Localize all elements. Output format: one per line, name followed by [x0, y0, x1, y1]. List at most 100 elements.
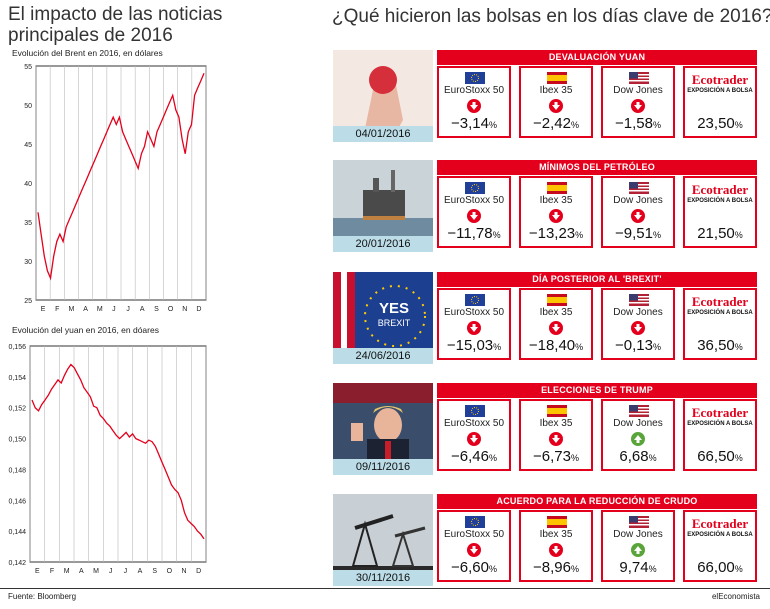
change-value: −18,40	[528, 337, 576, 354]
ecotrader-exposure: 66,50%	[685, 448, 755, 465]
index-label: Ibex 35	[539, 85, 573, 96]
month-tick-label: F	[55, 306, 59, 313]
event-card: 04/01/2016 DEVALUACIÓN YUAN EuroStoxx 50 −3…	[333, 50, 757, 142]
index-label: EuroStoxx 50	[443, 195, 505, 206]
percent-sign: %	[648, 453, 657, 463]
us-flag-icon	[629, 182, 649, 194]
exposure-value: 66,50	[697, 448, 735, 465]
change-value: −15,03	[446, 337, 494, 354]
event-date: 30/11/2016	[333, 570, 433, 586]
exposure-value: 23,50	[697, 115, 735, 132]
brand-name: elEconomista	[711, 592, 760, 601]
eu-flag-icon	[465, 72, 485, 84]
month-tick-label: O	[167, 568, 173, 575]
ecotrader-logo: Ecotrader	[691, 182, 749, 197]
change-value: −8,96	[533, 559, 571, 576]
euro-change: −15,03%	[439, 337, 509, 354]
dow-change: 6,68%	[603, 448, 673, 465]
arrow-down-icon	[631, 99, 645, 113]
y-tick-label: 40	[24, 181, 32, 188]
percent-sign: %	[734, 453, 743, 463]
percent-sign: %	[488, 564, 497, 574]
brent-chart: E F M A M J J A S O N D 55 50 45 40 35 30 25	[24, 64, 207, 313]
index-label: Ibex 35	[539, 529, 573, 540]
ecotrader-exposure: 66,00%	[685, 559, 755, 576]
spain-flag-icon	[547, 182, 567, 194]
dow-change: −0,13%	[603, 337, 673, 354]
arrow-down-icon	[549, 209, 563, 223]
eu-flag-icon	[465, 294, 485, 306]
y-tick-label: 0,142	[8, 560, 26, 567]
dow-cell: Dow Jones −9,51%	[601, 176, 675, 248]
ibex-change: −2,42%	[521, 115, 591, 132]
euro-change: −6,46%	[439, 448, 509, 465]
dow-change: −1,58%	[603, 115, 673, 132]
index-label: Dow Jones	[613, 307, 663, 318]
ecotrader-subtitle: EXPOSICIÓN A BOLSA	[687, 421, 753, 427]
event-date: 04/01/2016	[333, 126, 433, 142]
change-value: −6,60	[451, 559, 489, 576]
y-tick-label: 35	[24, 220, 32, 227]
us-flag-icon	[629, 72, 649, 84]
change-value: −6,73	[533, 448, 571, 465]
ibex-cell: Ibex 35 −8,96%	[519, 510, 593, 582]
ecotrader-exposure: 23,50%	[685, 115, 755, 132]
spain-flag-icon	[547, 405, 567, 417]
percent-sign: %	[652, 342, 661, 352]
ecotrader-logo: Ecotrader	[691, 516, 749, 531]
footer-divider	[0, 588, 770, 589]
ecotrader-cell: Ecotrader EXPOSICIÓN A BOLSA 36,50%	[683, 288, 757, 360]
dow-cell: Dow Jones −1,58%	[601, 66, 675, 138]
ibex-change: −6,73%	[521, 448, 591, 465]
y-tick-label: 0,156	[8, 344, 26, 351]
ibex-cell: Ibex 35 −6,73%	[519, 399, 593, 471]
spain-flag-icon	[547, 294, 567, 306]
left-title: El impacto de las noticias principales d…	[8, 4, 223, 46]
ecotrader-subtitle: EXPOSICIÓN A BOLSA	[687, 310, 753, 316]
index-label: EuroStoxx 50	[443, 418, 505, 429]
ecotrader-subtitle: EXPOSICIÓN A BOLSA	[687, 532, 753, 538]
ecotrader-subtitle: EXPOSICIÓN A BOLSA	[687, 88, 753, 94]
event-card: YES BREXIT 24/06/2016 DÍA POSTERIOR AL 'BRE…	[333, 272, 757, 364]
index-label: Ibex 35	[539, 307, 573, 318]
y-tick-label: 0,150	[8, 437, 26, 444]
ecotrader-logo: Ecotrader	[691, 72, 749, 87]
change-value: −6,46	[451, 448, 489, 465]
month-tick-label: N	[182, 306, 187, 313]
month-tick-label: M	[93, 568, 99, 575]
eu-flag-icon	[465, 182, 485, 194]
event-card: 09/11/2016 ELECCIONES DE TRUMP EuroStoxx 5…	[333, 383, 757, 475]
yuan-chart: E F M A M J J A S O N D 0,156 0,154 0,152 0,150 0,148 0,1…	[8, 344, 207, 575]
event-date: 24/06/2016	[333, 348, 433, 364]
month-tick-label: D	[196, 306, 201, 313]
euro-cell: EuroStoxx 50 −11,78%	[437, 176, 511, 248]
arrow-down-icon	[467, 321, 481, 335]
month-tick-label: S	[152, 568, 157, 575]
ecotrader-logo: Ecotrader	[691, 405, 749, 420]
arrow-down-icon	[467, 432, 481, 446]
ecotrader-cell: Ecotrader EXPOSICIÓN A BOLSA 66,00%	[683, 510, 757, 582]
change-value: −2,42	[533, 115, 571, 132]
right-title: ¿Qué hicieron las bolsas en los días cla…	[332, 6, 770, 27]
euro-change: −3,14%	[439, 115, 509, 132]
event-card: 20/01/2016 MÍNIMOS DEL PETRÓLEO EuroStoxx …	[333, 160, 757, 252]
percent-sign: %	[570, 564, 579, 574]
arrow-down-icon	[631, 321, 645, 335]
percent-sign: %	[570, 453, 579, 463]
percent-sign: %	[488, 120, 497, 130]
month-tick-label: E	[35, 568, 40, 575]
percent-sign: %	[493, 342, 502, 352]
percent-sign: %	[648, 564, 657, 574]
arrow-down-icon	[549, 321, 563, 335]
dow-cell: Dow Jones 6,68%	[601, 399, 675, 471]
index-label: Ibex 35	[539, 418, 573, 429]
y-tick-label: 25	[24, 298, 32, 305]
event-title: ELECCIONES DE TRUMP	[437, 383, 757, 398]
event-title: DÍA POSTERIOR AL 'BREXIT'	[437, 272, 757, 287]
month-tick-label: J	[112, 306, 116, 313]
brexit-sign-subtext: BREXIT	[377, 318, 411, 328]
event-photo	[333, 383, 433, 471]
us-flag-icon	[629, 516, 649, 528]
arrow-down-icon	[467, 209, 481, 223]
eu-flag-icon	[465, 516, 485, 528]
